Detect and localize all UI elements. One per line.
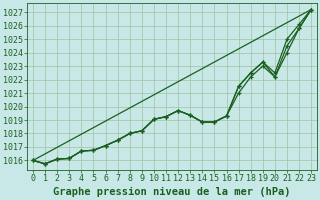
- X-axis label: Graphe pression niveau de la mer (hPa): Graphe pression niveau de la mer (hPa): [53, 187, 291, 197]
